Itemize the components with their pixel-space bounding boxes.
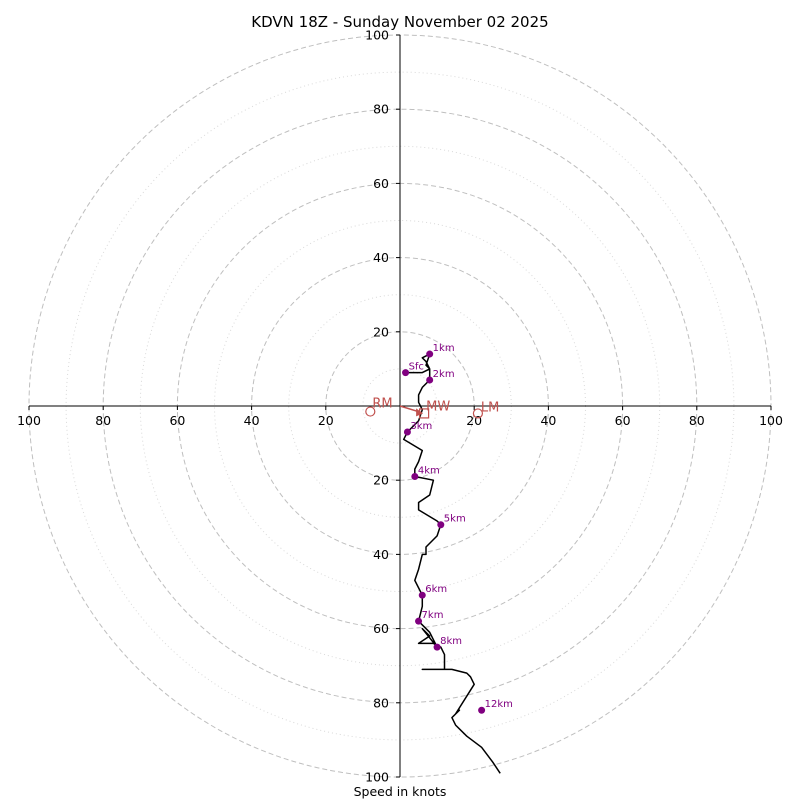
height-marker-7km (415, 617, 423, 625)
x-tick-label: 20 (466, 413, 482, 428)
left-mover-marker (472, 408, 484, 419)
storm-motion-markers: MW RM LM (365, 397, 499, 419)
height-marker-1km (426, 350, 434, 358)
y-tick-label: 80 (373, 102, 389, 117)
height-marker-6km (418, 591, 426, 599)
x-axis-label: Speed in knots (354, 784, 447, 799)
mean-wind-label: MW (426, 399, 450, 414)
x-tick-label: 80 (95, 413, 111, 428)
y-tick-label: 60 (373, 176, 389, 191)
x-tick-label: 60 (169, 413, 185, 428)
y-tick-label: 80 (373, 695, 389, 710)
height-label-12km: 12km (485, 699, 513, 710)
x-tick-label: 40 (244, 413, 260, 428)
left-mover-label: LM (481, 400, 499, 415)
height-marker-5km (437, 521, 445, 529)
wind-trace-line (402, 353, 501, 774)
height-marker-Sfc (402, 369, 410, 377)
y-tick-label: 100 (365, 28, 389, 43)
x-tick-label: 100 (759, 413, 783, 428)
x-tick-label: 20 (318, 413, 334, 428)
height-label-8km: 8km (440, 636, 462, 647)
x-tick-label: 40 (540, 413, 556, 428)
mean-wind-marker (419, 408, 430, 419)
height-label-5km: 5km (444, 514, 466, 525)
height-marker-2km (426, 376, 434, 384)
wind-trace (402, 353, 501, 774)
height-marker-12km (478, 706, 486, 714)
x-tick-label: 60 (615, 413, 631, 428)
y-tick-label: 60 (373, 621, 389, 636)
right-mover-label: RM (372, 397, 392, 412)
height-label-1km: 1km (433, 343, 455, 354)
height-label-Sfc: Sfc (409, 362, 424, 373)
height-marker-3km (403, 428, 411, 436)
y-tick-label: 20 (373, 324, 389, 339)
height-label-2km: 2km (433, 369, 455, 380)
tick-labels: 100 80 60 40 20 20 40 60 80 100 100 80 60 40 20 20 40 60 8… (17, 28, 783, 785)
height-label-4km: 4km (418, 465, 440, 476)
x-tick-label: 80 (689, 413, 705, 428)
height-marker-4km (411, 472, 419, 480)
height-label-3km: 3km (410, 421, 432, 432)
x-tick-label: 100 (17, 413, 41, 428)
chart-title: KDVN 18Z - Sunday November 02 2025 (251, 13, 548, 31)
right-mover-marker (365, 406, 376, 417)
y-tick-label: 100 (365, 770, 389, 785)
height-marker-8km (433, 643, 441, 651)
y-tick-label: 20 (373, 473, 389, 488)
height-label-7km: 7km (422, 610, 444, 621)
y-tick-label: 40 (373, 547, 389, 562)
height-markers: Sfc 1km 2km 3km 4km 5km 6km 7km 8km 12km (402, 343, 513, 714)
height-label-6km: 6km (425, 584, 447, 595)
y-tick-label: 40 (373, 250, 389, 265)
